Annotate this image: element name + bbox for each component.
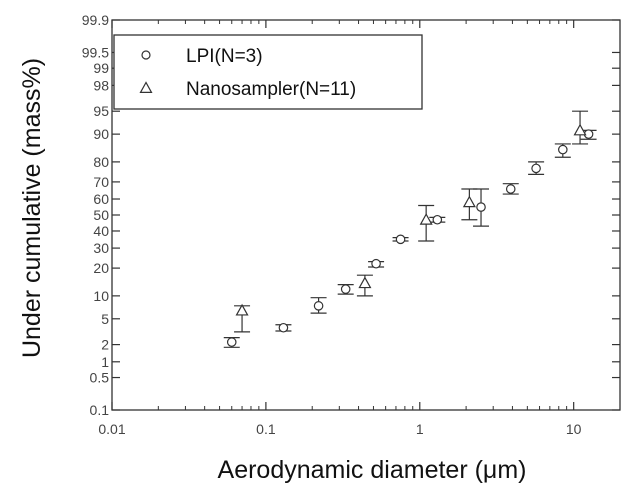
legend-label: LPI(N=3)	[186, 46, 263, 67]
y-tick-label: 98	[93, 77, 109, 93]
data-point-circle	[432, 214, 443, 225]
y-tick-label: 0.5	[90, 370, 110, 386]
y-axis-title: Under cumulative (mass%)	[18, 58, 46, 358]
data-point-circle	[278, 322, 289, 333]
y-tick-label: 60	[93, 191, 109, 207]
error-bars	[223, 110, 597, 348]
y-tick-label: 10	[93, 288, 109, 304]
data-point-triangle	[358, 276, 372, 289]
data-point-circle	[313, 301, 324, 311]
data-point-circle	[531, 163, 541, 174]
legend-box	[113, 34, 423, 110]
x-tick-label: 10	[566, 421, 582, 437]
data-point-triangle	[419, 213, 433, 225]
legend-marker-triangle	[139, 81, 153, 94]
y-tick-label: 50	[93, 207, 109, 223]
y-tick-label: 99.5	[82, 44, 109, 60]
data-point-circle	[558, 144, 568, 155]
y-tick-label: 99	[93, 60, 109, 76]
y-tick-label: 40	[93, 223, 109, 239]
y-tick-label: 99.9	[82, 12, 109, 28]
legend: LPI(N=3) Nanosampler(N=11)	[113, 34, 423, 110]
legend-marker-circle	[141, 50, 151, 60]
y-tick-label: 80	[93, 154, 109, 170]
data-point-circle	[395, 234, 406, 245]
data-point-triangle	[235, 303, 249, 316]
y-tick-label: 5	[101, 311, 109, 327]
x-tick-label: 0.01	[98, 421, 125, 437]
y-tick-label: 30	[93, 240, 109, 256]
data-point-circle	[340, 284, 351, 294]
y-tick-label: 2	[101, 337, 109, 353]
data-markers	[226, 123, 594, 347]
data-point-triangle	[462, 195, 476, 208]
data-point-circle	[371, 258, 381, 269]
x-tick-label: 0.1	[256, 421, 276, 437]
x-axis: 0.01 0.1 1 10	[98, 20, 621, 437]
x-tick-label: 1	[416, 421, 424, 437]
x-axis-title: Aerodynamic diameter (μm)	[218, 456, 527, 484]
data-point-circle	[226, 337, 237, 347]
y-tick-label: 95	[93, 103, 109, 119]
data-point-circle	[505, 184, 516, 194]
y-tick-label: 90	[93, 126, 109, 142]
y-tick-label: 70	[93, 174, 109, 190]
data-point-triangle	[573, 123, 587, 136]
y-tick-label: 1	[101, 354, 109, 370]
y-tick-label: 0.1	[90, 402, 110, 418]
data-point-circle	[476, 202, 486, 212]
y-tick-label: 20	[93, 260, 109, 276]
legend-label: Nanosampler(N=11)	[186, 79, 356, 100]
